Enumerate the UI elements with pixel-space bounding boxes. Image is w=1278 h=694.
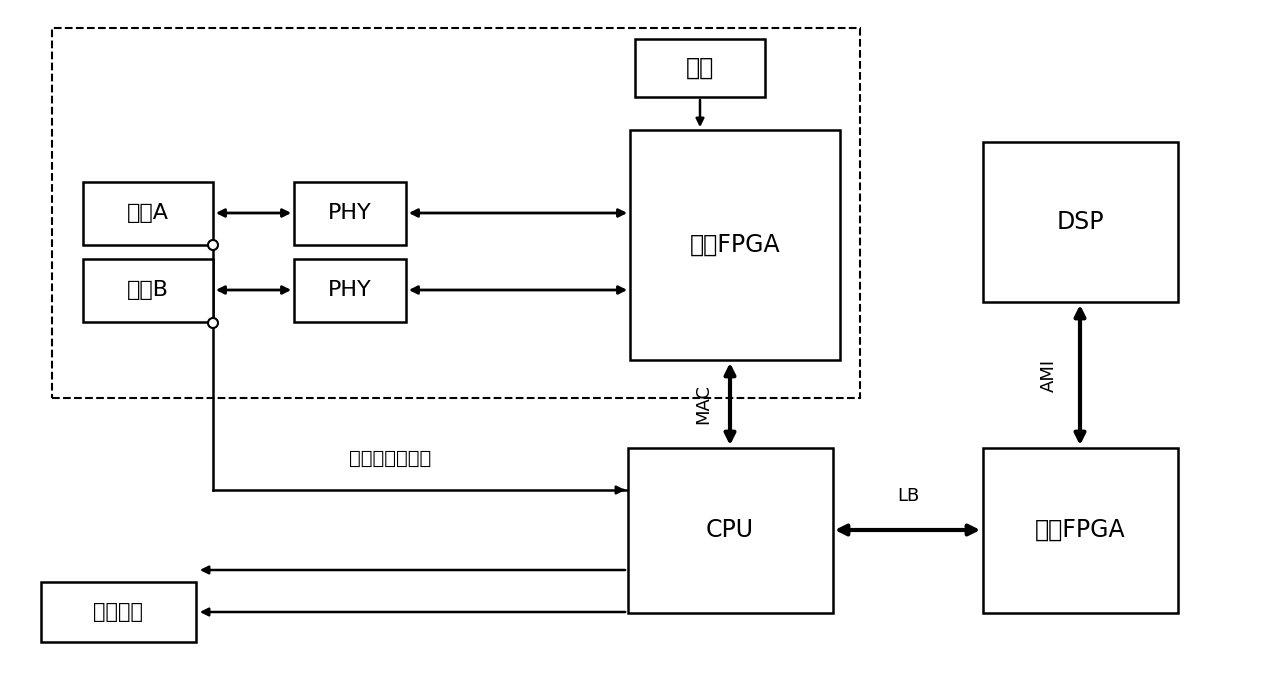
Bar bbox=[294, 258, 406, 321]
Circle shape bbox=[208, 240, 219, 250]
Text: 平台FPGA: 平台FPGA bbox=[1035, 518, 1126, 542]
Text: PHY: PHY bbox=[328, 203, 372, 223]
Text: 网口A: 网口A bbox=[127, 203, 169, 223]
Text: CPU: CPU bbox=[705, 518, 754, 542]
Bar bbox=[983, 448, 1177, 613]
Bar bbox=[635, 39, 766, 97]
Text: 网口B: 网口B bbox=[127, 280, 169, 300]
Bar bbox=[52, 28, 860, 398]
Bar bbox=[83, 182, 213, 244]
Bar bbox=[83, 258, 213, 321]
Bar bbox=[294, 182, 406, 244]
Bar bbox=[630, 130, 840, 360]
Text: 晶振: 晶振 bbox=[686, 56, 714, 80]
Bar bbox=[627, 448, 832, 613]
Text: MAC: MAC bbox=[694, 384, 712, 424]
Circle shape bbox=[208, 318, 219, 328]
Text: DSP: DSP bbox=[1056, 210, 1104, 234]
Text: 调试接口: 调试接口 bbox=[93, 602, 143, 622]
Bar bbox=[41, 582, 196, 642]
Bar bbox=[983, 142, 1177, 302]
Text: AMI: AMI bbox=[1040, 358, 1058, 391]
Text: 光功率在线监测: 光功率在线监测 bbox=[349, 449, 431, 468]
Text: LB: LB bbox=[897, 487, 919, 505]
Text: PHY: PHY bbox=[328, 280, 372, 300]
Text: 应用FPGA: 应用FPGA bbox=[690, 233, 781, 257]
